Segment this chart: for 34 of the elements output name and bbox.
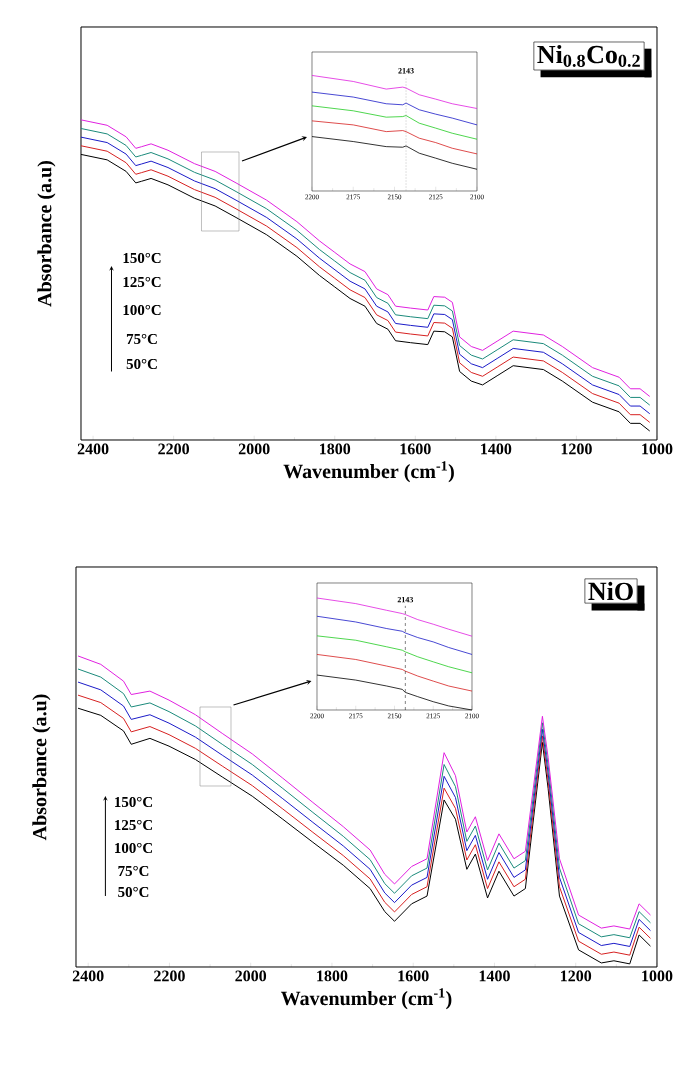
chart-title: Ni$_{0.8}$Co$_{0.2}$ — [537, 44, 640, 68]
x-axis-title: Wavenumber (cm$^{-1}$) — [280, 988, 452, 1010]
x-tick-label: 1200 — [561, 443, 592, 455]
x-axis-title: Wavenumber (cm$^{-1}$) — [283, 461, 454, 483]
x-tick-label: 1800 — [320, 443, 351, 455]
y-axis-title: Absorbance (a.u) — [32, 694, 51, 841]
annotation: 150°C — [115, 796, 153, 808]
x-tick-label: 1400 — [479, 970, 510, 982]
x-tick-label: 2400 — [72, 970, 104, 982]
annotation: 50°C — [118, 886, 149, 898]
x-tick-label: 1800 — [317, 970, 348, 982]
x-tick-label: 1400 — [481, 443, 512, 455]
annotation: 75°C — [118, 865, 149, 877]
annotation: 125°C — [123, 276, 161, 288]
x-tick-label: 2200 — [154, 970, 185, 982]
annotation: 50°C — [126, 358, 157, 370]
x-tick-label: 2400 — [77, 443, 109, 455]
x-tick-label: 2000 — [235, 970, 267, 982]
ref-line-label: 2143 — [397, 596, 414, 603]
chart-title: NiO — [588, 581, 633, 601]
x-tick-label: 2000 — [238, 443, 270, 455]
annotation: 100°C — [115, 842, 153, 854]
x-tick-label: 1000 — [642, 970, 673, 982]
annotation: 150°C — [123, 252, 161, 264]
x-tick-label: 1600 — [400, 443, 431, 455]
ref-line-label: 2143 — [398, 68, 414, 74]
annotation: 100°C — [123, 304, 161, 316]
annotation: 75°C — [126, 333, 157, 345]
y-axis-title: Absorbance (a.u) — [37, 161, 56, 307]
x-tick-label: 1600 — [398, 970, 429, 982]
x-tick-label: 2200 — [158, 443, 190, 455]
annotation: 125°C — [115, 819, 153, 831]
x-tick-label: 1200 — [561, 970, 592, 982]
x-tick-label: 1000 — [642, 443, 673, 455]
